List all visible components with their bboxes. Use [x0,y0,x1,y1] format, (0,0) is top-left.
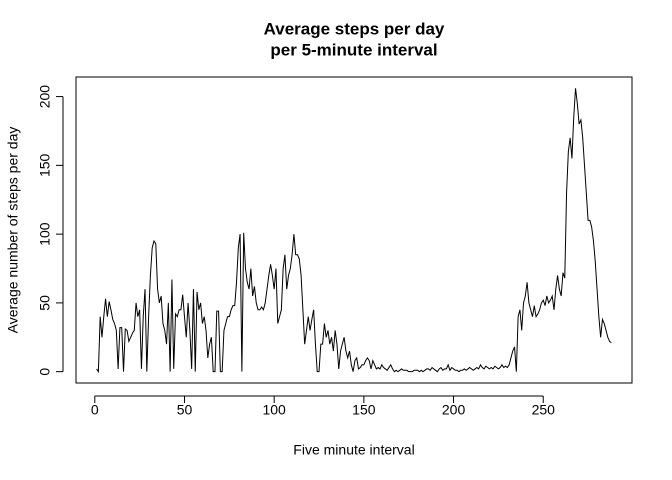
x-tick-label: 100 [262,402,286,418]
x-tick-label: 50 [177,402,193,418]
x-tick-label: 200 [442,402,466,418]
y-tick-label: 150 [37,153,53,177]
y-tick-label: 0 [37,368,53,376]
chart-title: per 5-minute interval [270,40,437,59]
x-tick-label: 250 [532,402,556,418]
x-tick-label: 0 [91,402,99,418]
y-tick-label: 200 [37,85,53,109]
x-axis-label: Five minute interval [293,442,414,458]
y-tick-label: 100 [37,222,53,246]
y-tick-label: 50 [37,295,53,311]
data-line [96,88,612,374]
y-axis-label: Average number of steps per day [5,127,21,334]
chart-title: Average steps per day [264,19,445,38]
x-tick-label: 150 [352,402,376,418]
plot-box [75,76,633,384]
